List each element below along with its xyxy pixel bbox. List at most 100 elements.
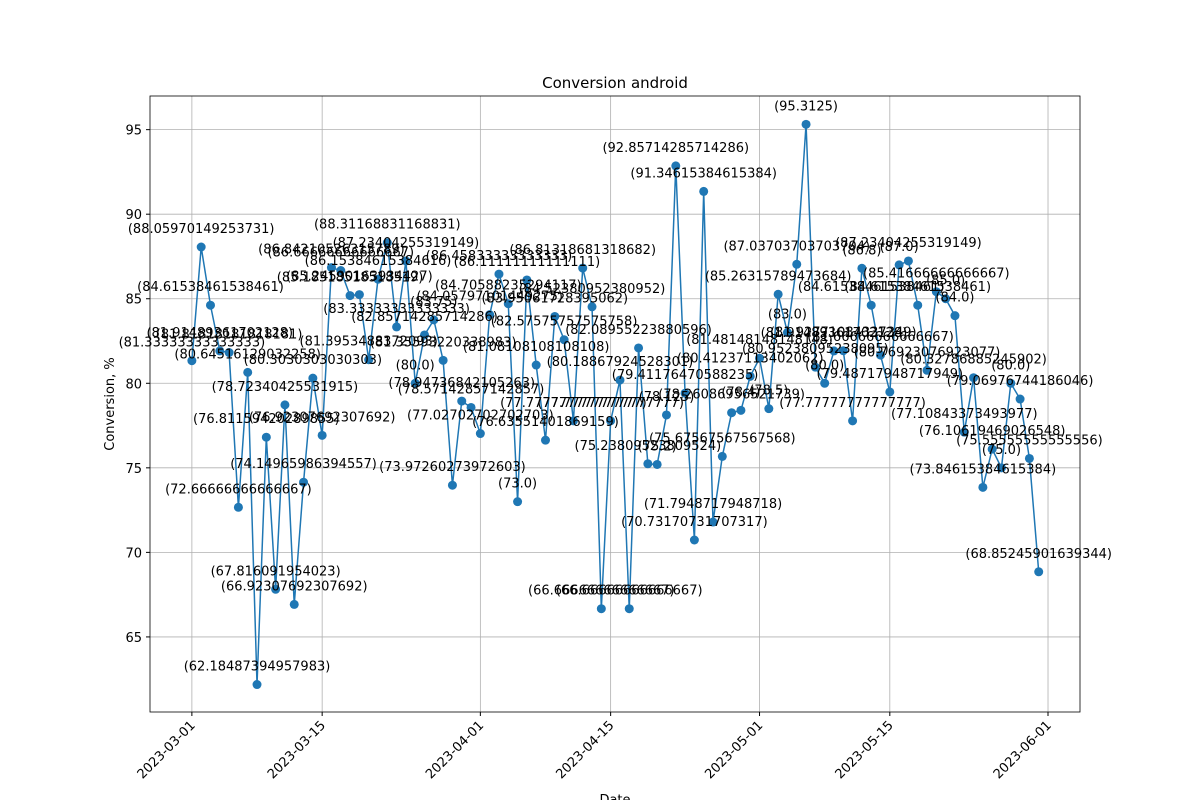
y-tick-label: 80	[125, 377, 142, 392]
y-tick-label: 85	[125, 293, 142, 308]
data-label: (77.77777777777777)	[500, 396, 647, 411]
data-label: (71.7948717948718)	[644, 497, 782, 512]
data-point	[699, 186, 709, 196]
data-label: (73.97260273972603)	[379, 460, 526, 475]
data-point	[661, 410, 671, 420]
data-label: (73.84615384615384)	[910, 462, 1057, 477]
data-point	[606, 416, 616, 426]
data-label: (77.77777777777777)	[779, 396, 926, 411]
data-label: (75.2)	[638, 439, 677, 454]
data-point	[894, 260, 904, 270]
data-label: (86.84210526315789)	[258, 243, 405, 258]
data-label: (80.3030303030303)	[244, 353, 382, 368]
data-label: (83.33333333333333)	[323, 302, 470, 317]
data-label: (81.33333333333333)	[119, 336, 266, 351]
data-point	[978, 482, 988, 492]
data-point	[233, 502, 243, 512]
data-point	[782, 328, 792, 338]
data-label: (82.08955223880596)	[565, 323, 712, 338]
data-point	[708, 517, 718, 527]
data-point	[624, 604, 634, 614]
data-point	[429, 315, 439, 325]
data-label: (86.81318681318682)	[509, 243, 656, 258]
data-label: (68.85245901639344)	[965, 547, 1112, 562]
data-point	[503, 299, 513, 309]
data-point	[801, 119, 811, 129]
data-label: (88.31168831168831)	[314, 218, 461, 233]
data-point	[485, 310, 495, 320]
data-point	[643, 459, 653, 469]
data-point	[187, 356, 197, 366]
data-label: (86.8)	[842, 243, 881, 258]
chart-title: Conversion android	[542, 74, 688, 92]
data-label: (83.75)	[410, 295, 457, 310]
data-label: (82.57575757575758)	[491, 315, 638, 330]
data-label: (84.05797101449275)	[416, 290, 563, 305]
data-point	[652, 459, 662, 469]
data-label: (77.10843373493977)	[891, 407, 1038, 422]
data-label: (76.81159420289855)	[193, 412, 340, 427]
x-axis-label: Date	[599, 793, 630, 800]
data-label: (81.91489361702128)	[146, 326, 293, 341]
data-label: (80.0)	[396, 358, 435, 373]
data-label: (80.76923076923077)	[854, 345, 1001, 360]
data-point	[382, 238, 392, 248]
plot-frame	[149, 95, 1081, 713]
data-point	[810, 362, 820, 372]
data-label: (85.18518518518519)	[277, 271, 424, 286]
data-point	[755, 353, 765, 363]
data-point	[252, 680, 262, 690]
data-point	[280, 400, 290, 410]
data-label: (84.0)	[935, 291, 974, 306]
data-label: (79.48717948717949)	[816, 367, 963, 382]
data-label: (85.24590163934427)	[286, 270, 433, 285]
data-label: (87.23404255319149)	[835, 236, 982, 251]
data-point	[354, 290, 364, 300]
data-point	[261, 432, 271, 442]
y-axis-label: Conversion, %	[103, 357, 118, 451]
data-label: (85.0)	[926, 274, 965, 289]
data-point	[326, 263, 336, 273]
data-point	[513, 497, 523, 507]
data-label: (81.48148148148148)	[686, 333, 833, 348]
data-point	[903, 256, 913, 266]
data-label: (80.32786885245902)	[900, 353, 1047, 368]
data-point	[876, 350, 886, 360]
data-point	[299, 477, 309, 487]
y-tick-label: 95	[125, 124, 142, 139]
data-point	[308, 373, 318, 383]
data-label: (80.18867924528301)	[547, 355, 694, 370]
data-point	[215, 346, 225, 356]
x-tick-label: 2023-04-15	[553, 718, 617, 782]
data-point	[457, 396, 467, 406]
data-label: (81.66666666666667)	[807, 330, 954, 345]
data-label: (66.92307692307692)	[221, 579, 368, 594]
x-tick-label: 2023-05-01	[702, 718, 766, 782]
data-point	[857, 263, 867, 273]
data-point	[271, 584, 281, 594]
data-point	[792, 259, 802, 269]
data-label: (78.72340425531915)	[212, 380, 359, 395]
y-tick-label: 70	[125, 546, 142, 561]
data-label: (70.73170731707317)	[621, 515, 768, 530]
data-label: (75.67567567567568)	[649, 431, 796, 446]
data-point	[243, 367, 253, 377]
data-label: (81.08108108108108)	[463, 340, 610, 355]
data-label: (75.55555555555556)	[956, 433, 1103, 448]
data-label: (78.4)	[721, 385, 760, 400]
data-point	[931, 287, 941, 297]
x-tick-label: 2023-03-15	[265, 718, 329, 782]
data-point	[820, 378, 830, 388]
data-label: (81.35593220338983)	[370, 335, 517, 350]
data-label: (80.41237113402062)	[677, 351, 824, 366]
data-point	[587, 302, 597, 312]
data-label: (76.10619469026548)	[919, 424, 1066, 439]
data-label: (87.03703703703704)	[723, 239, 870, 254]
data-point	[559, 335, 569, 345]
data-label: (75.23809523809524)	[575, 439, 722, 454]
data-label: (84.61538461538461)	[844, 280, 991, 295]
data-label: (74.14965986394557)	[230, 457, 377, 472]
data-label: (79.06976744186046)	[947, 374, 1094, 389]
data-point	[634, 343, 644, 353]
